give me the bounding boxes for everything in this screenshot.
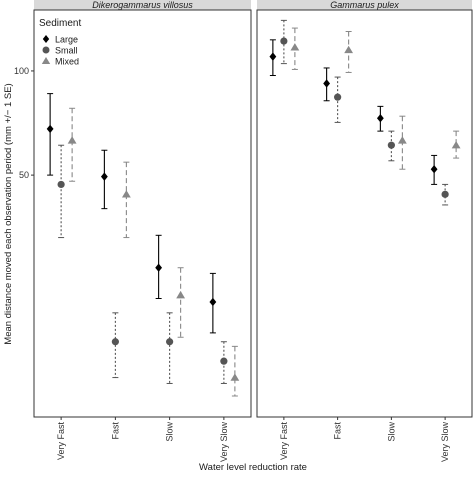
point-large: [155, 263, 163, 272]
point-mixed: [451, 141, 461, 149]
y-axis-title: Mean distance moved each observation per…: [3, 83, 14, 344]
legend-entry-mixed: Mixed: [55, 57, 79, 67]
legend-key-large: [42, 35, 50, 43]
x-tick-label: Very Fast: [279, 422, 289, 461]
y-tick-label: 100: [14, 66, 29, 76]
x-axis-title: Water level reduction rate: [199, 462, 307, 473]
point-small: [111, 338, 119, 346]
point-mixed: [344, 45, 354, 54]
x-tick-label: Very Slow: [219, 422, 229, 463]
x-tick-label: Fast: [333, 422, 343, 440]
facet-strip: [257, 0, 472, 10]
point-large: [209, 297, 217, 307]
point-large: [323, 79, 331, 88]
legend-box: [38, 14, 108, 70]
x-tick-label: Very Fast: [56, 422, 66, 461]
facet-strip: [34, 0, 251, 10]
point-small: [441, 190, 449, 198]
panel-border: [33, 9, 252, 418]
facet-label-gammarus-pulex: Gammarus pulex: [330, 0, 399, 10]
legend-title: Sediment: [39, 18, 81, 29]
point-mixed: [230, 373, 240, 381]
point-small: [57, 180, 65, 189]
point-small: [280, 37, 288, 45]
point-mixed: [67, 136, 77, 144]
point-small: [334, 93, 342, 101]
point-mixed: [176, 290, 186, 299]
legend-key-mixed: [41, 57, 51, 64]
legend-entry-large: Large: [55, 35, 78, 45]
x-tick-label: Very Slow: [440, 422, 450, 463]
legend-key-small: [42, 46, 50, 54]
facet-label-dikerogammarus-villosus: Dikerogammarus villosus: [92, 0, 193, 10]
x-tick-label: Slow: [386, 422, 396, 442]
point-large: [46, 124, 54, 134]
point-large: [430, 165, 438, 174]
panel-border: [256, 9, 473, 418]
point-large: [269, 52, 277, 61]
point-mixed: [290, 43, 300, 51]
point-large: [100, 172, 108, 181]
y-tick-label: 50: [19, 170, 29, 180]
point-small: [166, 338, 174, 346]
point-large: [376, 114, 384, 123]
point-small: [220, 357, 228, 365]
legend-entry-small: Small: [55, 46, 78, 56]
point-mixed: [397, 136, 407, 144]
point-small: [387, 141, 395, 149]
x-tick-label: Slow: [165, 422, 175, 442]
point-mixed: [121, 190, 131, 198]
x-tick-label: Fast: [110, 422, 120, 440]
